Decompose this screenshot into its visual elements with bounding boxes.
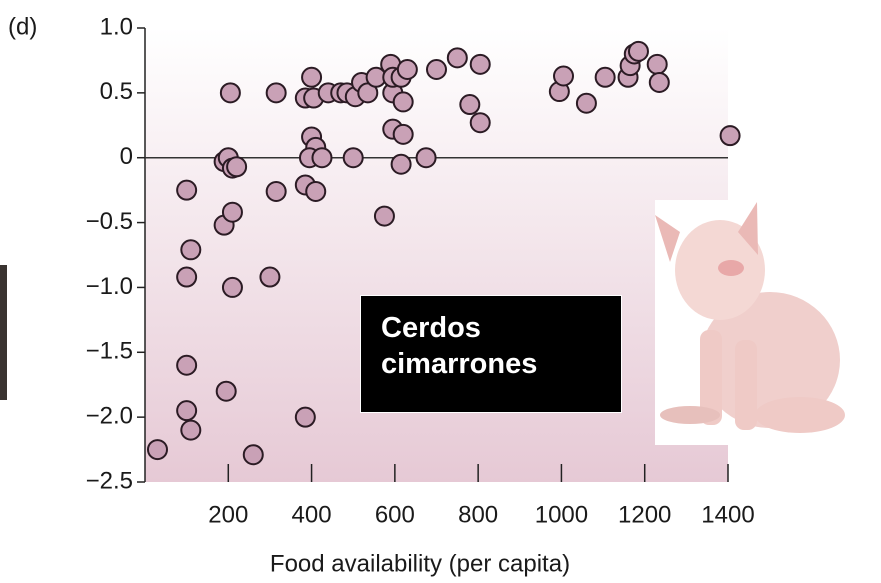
point	[181, 421, 200, 440]
x-tick-label: 200	[208, 501, 248, 528]
point	[471, 113, 490, 132]
point	[629, 42, 648, 61]
point	[648, 55, 667, 74]
point	[227, 157, 246, 176]
point	[267, 182, 286, 201]
point	[244, 445, 263, 464]
point	[296, 408, 315, 427]
x-axis-label: Food availability (per capita)	[270, 550, 570, 577]
page: (d) Food availability (per capita) 1.0 0.…	[0, 0, 881, 583]
point	[448, 48, 467, 67]
point	[394, 92, 413, 111]
point	[427, 60, 446, 79]
point	[177, 181, 196, 200]
panel-label: (d)	[8, 13, 37, 40]
point	[223, 278, 242, 297]
point	[181, 240, 200, 259]
point	[223, 203, 242, 222]
point	[577, 94, 596, 113]
y-tick-label: −2.0	[86, 402, 133, 429]
point	[260, 268, 279, 287]
y-tick-label: 0	[120, 143, 133, 170]
x-tick-label: 400	[292, 501, 332, 528]
point	[302, 68, 321, 87]
point	[344, 148, 363, 167]
point	[471, 55, 490, 74]
point	[554, 66, 573, 85]
point	[217, 382, 236, 401]
chart: (d) Food availability (per capita) 1.0 0.…	[0, 0, 881, 583]
point	[267, 83, 286, 102]
point	[392, 155, 411, 174]
y-tick-label: −2.5	[86, 467, 133, 494]
y-tick-label: 0.5	[100, 78, 133, 105]
point	[398, 60, 417, 79]
y-tick-label: −1.0	[86, 273, 133, 300]
x-tick-label: 600	[375, 501, 415, 528]
point	[148, 440, 167, 459]
x-tick-label: 800	[458, 501, 498, 528]
point	[177, 401, 196, 420]
point	[650, 73, 669, 92]
point	[312, 148, 331, 167]
point	[721, 126, 740, 145]
point	[460, 95, 479, 114]
point	[177, 356, 196, 375]
x-tick-label: 1200	[618, 501, 671, 528]
point	[221, 83, 240, 102]
x-tick-label: 1000	[535, 501, 588, 528]
x-tick-label: 1400	[701, 501, 754, 528]
annotation: Cerdos cimarrones	[360, 295, 622, 413]
point	[306, 182, 325, 201]
point	[375, 207, 394, 226]
y-tick-label: −0.5	[86, 208, 133, 235]
image-fragment	[0, 265, 7, 400]
point	[394, 125, 413, 144]
y-tick-label: 1.0	[100, 13, 133, 40]
y-tick-label: −1.5	[86, 338, 133, 365]
point	[596, 68, 615, 87]
point	[177, 268, 196, 287]
point	[417, 148, 436, 167]
pig-illustration	[655, 200, 870, 445]
